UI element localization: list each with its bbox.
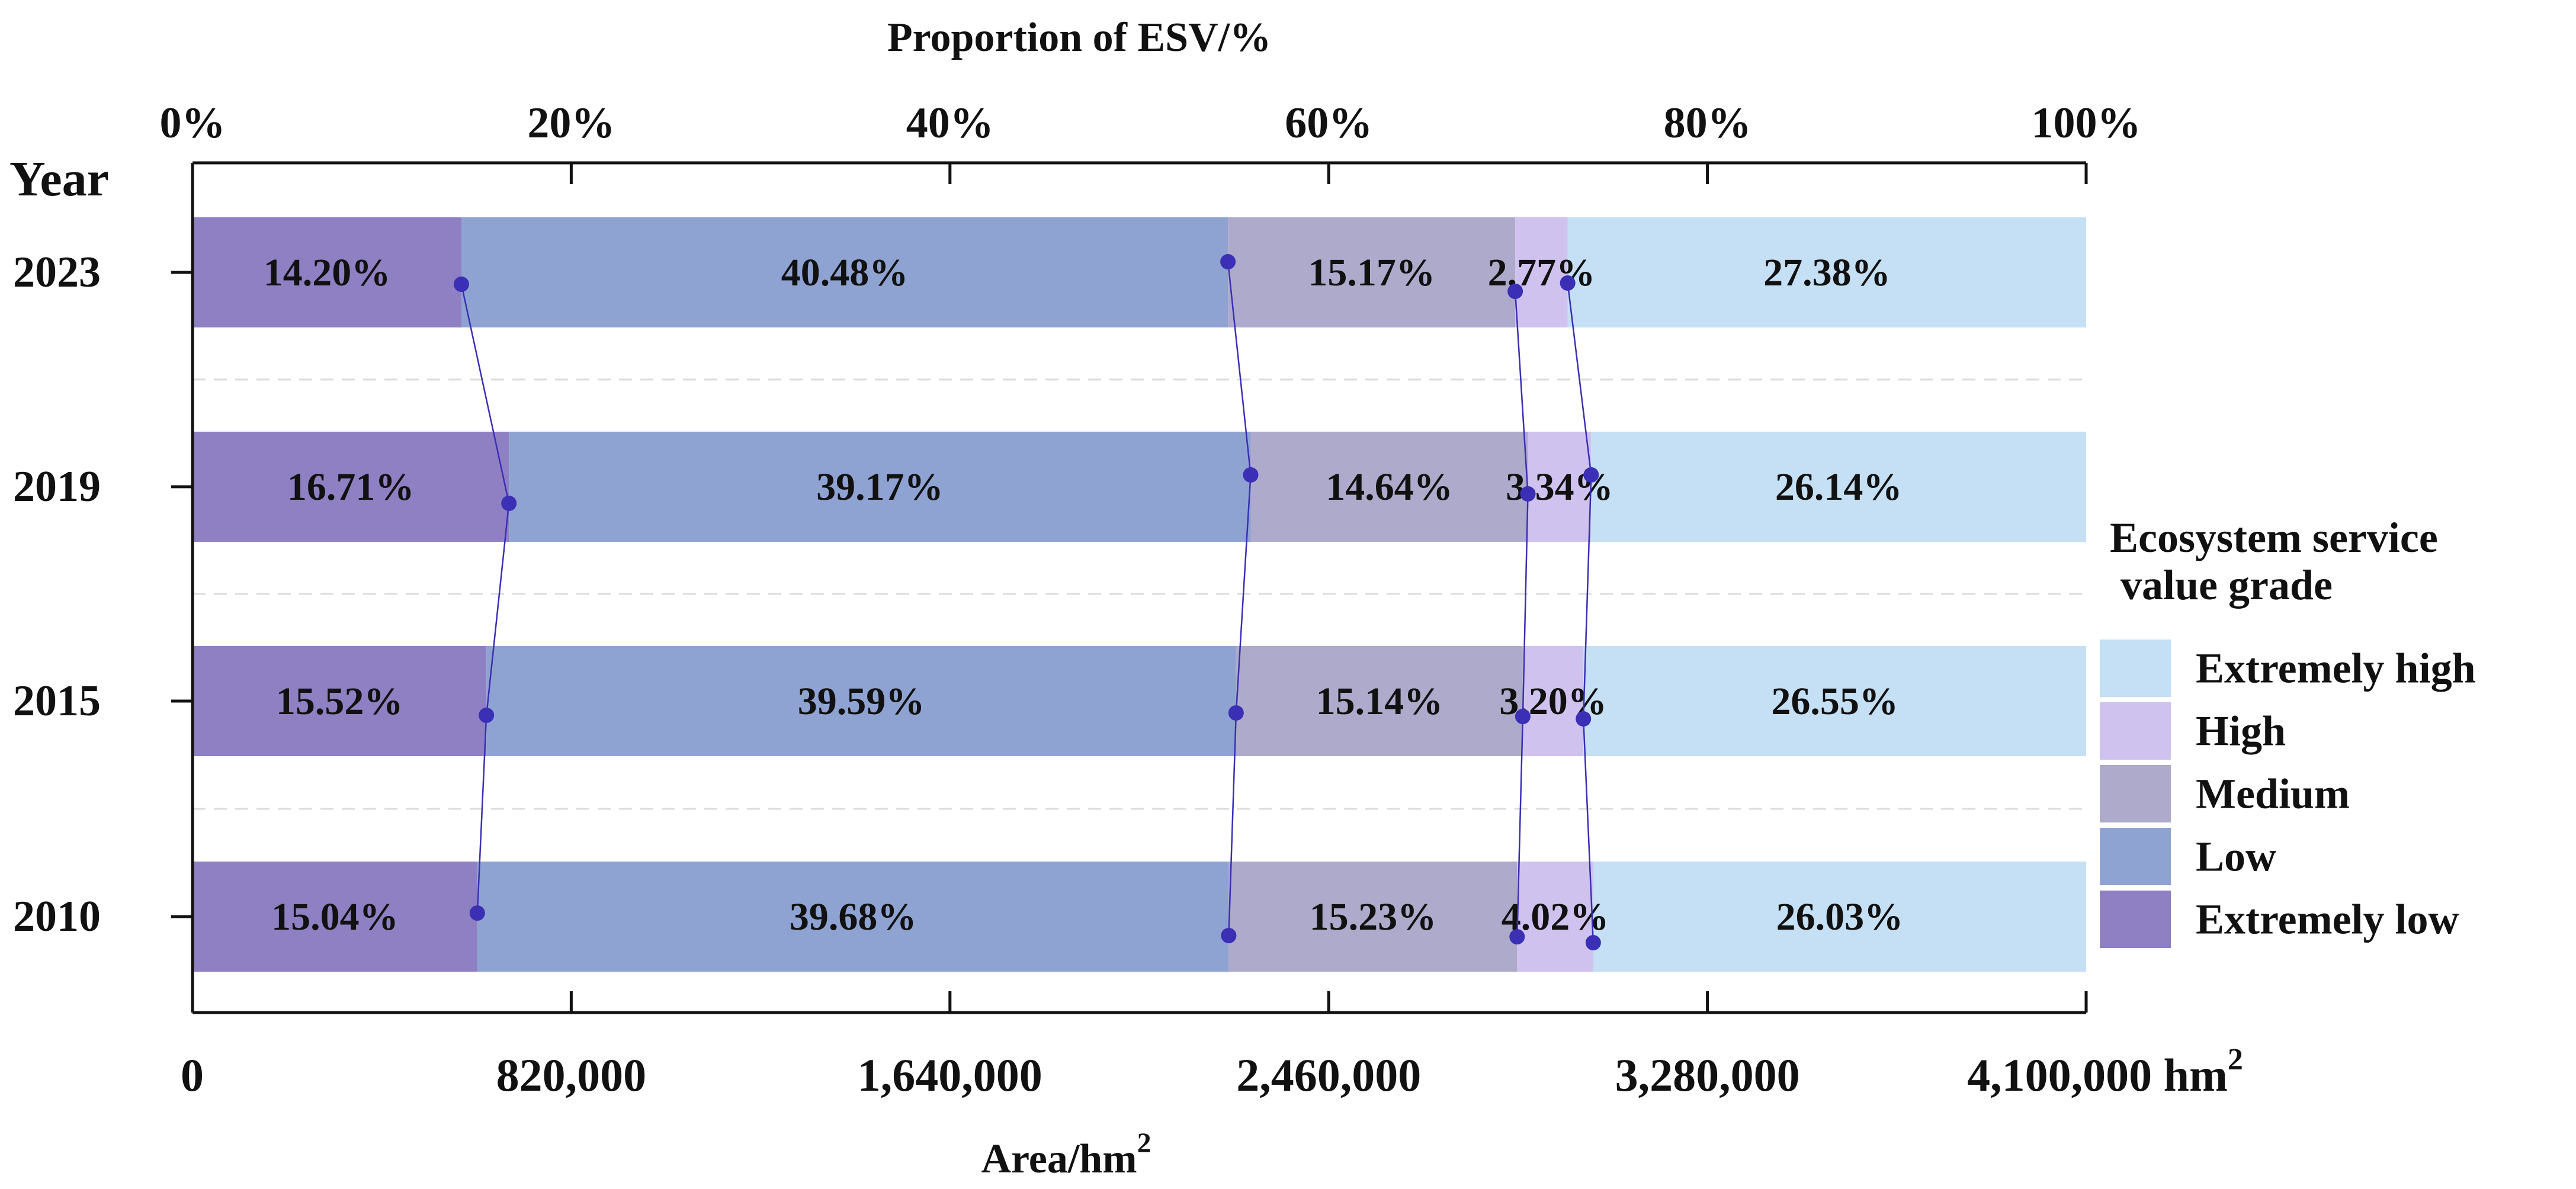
legend-label-low: Low: [2196, 833, 2276, 880]
data-label-2019-medium: 14.64%: [1326, 465, 1453, 509]
x-axis-label: Area/hm2: [981, 1127, 1151, 1182]
bar-segment-2019-high: [1528, 432, 1592, 542]
bottom-tick-label-superscript: 2: [2228, 1043, 2243, 1076]
boundary-point-2023-2: [1220, 254, 1236, 269]
bar-segment-2023-low: [461, 217, 1228, 327]
boundary-point-2023-4: [1560, 275, 1576, 291]
data-label-2015-medium: 15.14%: [1316, 680, 1443, 723]
boundary-point-2015-3: [1515, 709, 1531, 724]
bar-data-labels: 14.20% 40.48% 15.17% 2.77% 27.38% 16.71% 39.17…: [264, 251, 1903, 939]
boundary-point-2019-4: [1583, 467, 1599, 483]
bar-segment-2010-high: [1517, 862, 1593, 972]
boundary-point-2015-1: [479, 708, 495, 723]
legend-label-extremely-high: Extremely high: [2196, 645, 2476, 692]
bars: [193, 217, 2086, 972]
bottom-tick-label-0: 0: [181, 1049, 204, 1101]
bar-segment-2010-low: [477, 862, 1229, 972]
bar-segment-2015-medium: [1236, 646, 1523, 756]
data-label-2010-medium: 15.23%: [1310, 895, 1437, 939]
y-axis-label: Year: [9, 152, 109, 207]
data-label-2019-extremely-high: 26.14%: [1775, 465, 1903, 509]
top-tick-label-0: 0%: [160, 99, 226, 147]
bar-segment-2015-low: [486, 646, 1236, 756]
bar-segment-2015-high: [1522, 646, 1584, 756]
bar-segment-2019-extremely-high: [1591, 432, 2086, 542]
bottom-tick-label-3: 2,460,000: [1236, 1049, 1421, 1101]
data-label-2010-low: 39.68%: [790, 895, 917, 939]
bar-segment-2015-extremely-low: [193, 646, 487, 756]
data-label-2015-low: 39.59%: [798, 680, 925, 723]
y-tick-label-2010: 2010: [13, 892, 101, 941]
axes: 0% 20% 40% 60% 80% 100% 0 820,000 1,640,000 2,460…: [13, 99, 2243, 1101]
legend-swatch-high: [2100, 702, 2171, 760]
bar-segment-2019-medium: [1250, 432, 1528, 542]
boundary-point-2010-1: [469, 905, 485, 921]
boundary-point-2023-3: [1507, 284, 1523, 299]
boundary-point-2015-2: [1228, 705, 1244, 721]
bar-segment-2019-extremely-low: [193, 432, 509, 542]
legend-swatch-extremely-low: [2100, 891, 2171, 948]
data-label-2010-extremely-high: 26.03%: [1776, 895, 1904, 939]
bottom-tick-label-2: 1,640,000: [858, 1049, 1042, 1101]
bar-segment-2010-extremely-low: [193, 862, 477, 972]
bar-segment-2023-medium: [1228, 217, 1516, 327]
top-tick-label-3: 60%: [1285, 99, 1372, 147]
connector-line-3: [1514, 291, 1529, 937]
boundary-point-2019-1: [501, 496, 517, 511]
data-label-2023-extremely-low: 14.20%: [264, 251, 391, 294]
bar-segment-2015-extremely-high: [1583, 646, 2086, 756]
x-axis-label-superscript: 2: [1137, 1127, 1151, 1159]
chart-title: Proportion of ESV/%: [887, 15, 1271, 60]
legend-label-high: High: [2196, 708, 2286, 755]
boundary-point-2010-3: [1509, 929, 1525, 944]
legend: Ecosystem service value grade Extremely …: [2100, 514, 2476, 948]
bar-segment-2023-extremely-high: [1567, 217, 2086, 327]
boundary-point-2010-2: [1221, 928, 1237, 943]
boundary-point-2010-4: [1585, 935, 1601, 950]
boundary-point-2015-4: [1576, 711, 1592, 727]
connector-line-2: [1227, 261, 1252, 936]
data-label-2019-low: 39.17%: [816, 465, 944, 509]
boundary-connectors: [453, 254, 1601, 950]
boundary-point-2019-3: [1520, 486, 1536, 502]
x-axis-label-text: Area/hm: [981, 1136, 1137, 1182]
y-tick-label-2019: 2019: [13, 462, 101, 511]
bar-segment-2023-extremely-low: [193, 217, 461, 327]
data-label-2023-high: 2.77%: [1488, 251, 1596, 294]
data-label-2023-low: 40.48%: [781, 251, 909, 294]
legend-title-line-2: value grade: [2110, 561, 2333, 609]
legend-title-line-1: Ecosystem service: [2110, 514, 2438, 561]
legend-swatch-low: [2100, 828, 2171, 885]
legend-swatch-medium: [2100, 765, 2171, 822]
legend-swatch-extremely-high: [2100, 640, 2171, 697]
data-label-2023-extremely-high: 27.38%: [1763, 251, 1891, 294]
boundary-point-2019-2: [1243, 467, 1259, 483]
data-label-2015-extremely-high: 26.55%: [1771, 680, 1898, 723]
data-label-2019-extremely-low: 16.71%: [287, 465, 415, 509]
bottom-tick-label-4: 3,280,000: [1615, 1049, 1800, 1101]
bottom-tick-label-1: 820,000: [496, 1049, 647, 1101]
legend-label-extremely-low: Extremely low: [2196, 896, 2459, 943]
data-label-2015-extremely-low: 15.52%: [276, 680, 403, 723]
bar-segment-2023-high: [1515, 217, 1568, 327]
bar-segment-2010-medium: [1228, 862, 1518, 972]
data-label-2023-medium: 15.17%: [1308, 251, 1435, 294]
top-tick-label-5: 100%: [2032, 99, 2141, 147]
top-tick-label-2: 40%: [906, 99, 994, 147]
bar-segment-2010-extremely-high: [1593, 862, 2086, 972]
connector-line-1: [460, 284, 510, 914]
bottom-tick-label-5: 4,100,000 hm2: [1967, 1043, 2243, 1101]
gridlines: [193, 378, 2086, 810]
data-label-2010-extremely-low: 15.04%: [271, 895, 399, 939]
connector-line-4: [1567, 282, 1595, 943]
boundary-point-2023-1: [453, 277, 469, 292]
top-tick-label-4: 80%: [1664, 99, 1751, 147]
top-tick-label-1: 20%: [527, 99, 615, 147]
legend-label-medium: Medium: [2196, 770, 2350, 818]
bar-segment-2019-low: [509, 432, 1251, 542]
y-tick-label-2023: 2023: [13, 248, 101, 297]
bottom-tick-label-text-5: 4,100,000 hm: [1967, 1049, 2228, 1101]
y-tick-label-2015: 2015: [13, 677, 101, 725]
